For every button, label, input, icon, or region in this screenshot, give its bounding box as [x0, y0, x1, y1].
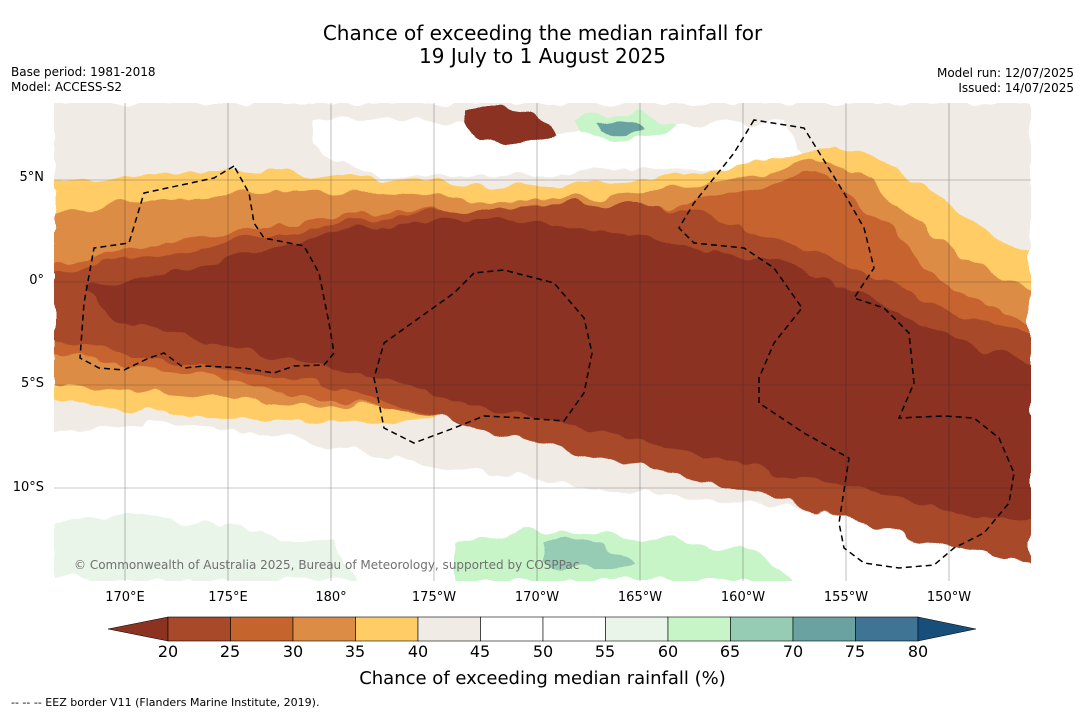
colorbar-over-arrow	[917, 616, 977, 642]
lon-label-155w: 155°W	[823, 590, 869, 605]
colorbar-cell	[417, 616, 481, 642]
colorbar-cell	[792, 616, 856, 642]
dry-patch-north	[464, 109, 554, 145]
lat-label-5n: 5°N	[19, 170, 45, 185]
lon-label-175e: 175°E	[208, 590, 248, 605]
model-run-text: Model run: 12/07/2025	[936, 66, 1074, 80]
rainfall-probability-map: © Commonwealth of Australia 2025, Bureau…	[54, 103, 1031, 581]
colorbar-tick-40: 40	[407, 642, 429, 661]
light-green-southwest	[54, 516, 354, 581]
lat-label-0: 0°	[29, 273, 44, 288]
rainfall-contours	[54, 103, 1031, 581]
rainfall-field	[54, 103, 1031, 581]
colorbar-tick-65: 65	[719, 642, 741, 661]
lon-label-165w: 165°W	[617, 590, 663, 605]
model-text: Model: ACCESS-S2	[11, 80, 123, 94]
meta-right: Model run: 12/07/2025 Issued: 14/07/2025	[937, 66, 1074, 96]
colorbar-tick-30: 30	[282, 642, 304, 661]
colorbar-tick-70: 70	[782, 642, 804, 661]
map-title-line-1: Chance of exceeding the median rainfall …	[322, 21, 763, 45]
colorbar-cell	[230, 616, 294, 642]
lon-label-160w: 160°W	[720, 590, 766, 605]
colorbar-cell	[855, 616, 919, 642]
lat-label-10s: 10°S	[12, 480, 44, 495]
lon-label-180: 180°	[315, 590, 347, 605]
colorbar-tick-35: 35	[344, 642, 366, 661]
lon-label-175w: 175°W	[411, 590, 457, 605]
eez-legend-text: -- -- -- EEZ border V11 (Flanders Marine…	[11, 696, 320, 709]
eez-borders	[79, 119, 1015, 569]
colorbar-cells	[167, 616, 919, 642]
teal-north	[599, 118, 644, 136]
colorbar	[108, 616, 977, 642]
colorbar-tick-55: 55	[594, 642, 616, 661]
colorbar-tick-60: 60	[657, 642, 679, 661]
lon-label-170w: 170°W	[514, 590, 560, 605]
map-gridlines	[54, 103, 1031, 581]
colorbar-cell	[355, 616, 419, 642]
lon-label-150w: 150°W	[926, 590, 972, 605]
colorbar-cell	[542, 616, 606, 642]
colorbar-cell	[730, 616, 794, 642]
colorbar-tick-75: 75	[844, 642, 866, 661]
eez-phoenix	[373, 269, 593, 444]
base-period-text: Base period: 1981-2018	[11, 65, 156, 79]
map-title-line-2: 19 July to 1 August 2025	[419, 44, 666, 68]
colorbar-tick-45: 45	[469, 642, 491, 661]
colorbar-cell	[292, 616, 356, 642]
meta-left: Base period: 1981-2018 Model: ACCESS-S2	[11, 65, 156, 95]
lon-label-170e: 170°E	[105, 590, 145, 605]
colorbar-tick-20: 20	[157, 642, 179, 661]
issued-text: Issued: 14/07/2025	[958, 81, 1074, 95]
colorbar-cell	[167, 616, 231, 642]
colorbar-cell	[605, 616, 669, 642]
colorbar-cell	[480, 616, 544, 642]
copyright-text: © Commonwealth of Australia 2025, Bureau…	[74, 558, 580, 572]
colorbar-tick-50: 50	[532, 642, 554, 661]
lat-label-5s: 5°S	[20, 376, 44, 391]
colorbar-tick-80: 80	[907, 642, 929, 661]
colorbar-cell	[667, 616, 731, 642]
teal-south	[544, 539, 634, 571]
eez-kiribati-gilbert	[79, 165, 335, 374]
colorbar-tick-25: 25	[219, 642, 241, 661]
colorbar-under-arrow	[108, 616, 169, 642]
colorbar-title: Chance of exceeding median rainfall (%)	[359, 668, 726, 689]
white-north	[314, 118, 814, 179]
